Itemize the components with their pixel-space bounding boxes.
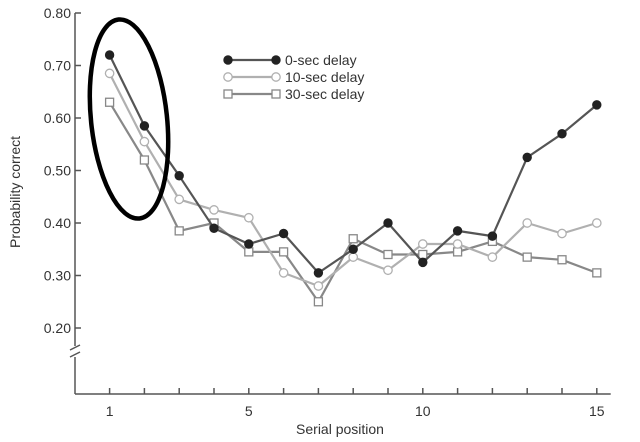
y-tick-label: 0.50 — [44, 163, 71, 179]
data-point — [223, 55, 233, 65]
y-tick-label: 0.30 — [44, 268, 71, 284]
y-axis-title: Probability correct — [7, 136, 23, 248]
data-point — [418, 257, 428, 268]
data-point — [278, 268, 289, 278]
x-tick-label: 10 — [415, 403, 431, 419]
data-point — [452, 247, 463, 257]
series-10-sec-delay — [104, 68, 602, 291]
annotation-ellipse — [87, 17, 171, 221]
data-point — [278, 228, 289, 239]
data-point — [209, 205, 219, 215]
data-point — [383, 218, 393, 228]
x-tick-label: 1 — [106, 403, 114, 419]
data-point — [557, 129, 567, 139]
data-point — [271, 89, 281, 99]
data-point — [278, 247, 289, 257]
data-point — [104, 97, 115, 107]
data-point — [522, 218, 533, 228]
y-tick-label: 0.20 — [44, 320, 71, 336]
data-point — [348, 234, 358, 244]
data-point — [348, 244, 358, 254]
data-point — [383, 265, 393, 276]
data-point — [104, 50, 115, 60]
x-axis-title: Serial position — [296, 421, 384, 437]
legend-label: 10-sec delay — [285, 69, 364, 85]
legend-item: 10-sec delay — [223, 69, 364, 85]
data-point — [271, 55, 281, 65]
plot-series — [104, 50, 602, 307]
data-point — [223, 72, 233, 82]
data-point — [522, 252, 532, 262]
data-point — [174, 194, 185, 205]
y-axis-break-mark — [69, 351, 81, 358]
data-point — [174, 226, 184, 236]
x-axis: 1 5 10 15 — [75, 388, 611, 419]
legend-item: 0-sec delay — [223, 52, 357, 68]
legend-item: 30-sec delay — [223, 86, 364, 102]
y-axis: 0.20 0.30 0.40 0.50 0.60 0.70 0.80 — [44, 5, 81, 394]
data-point — [348, 252, 359, 262]
data-point — [139, 121, 150, 131]
data-point — [592, 100, 602, 110]
data-point — [244, 239, 254, 249]
data-point — [383, 249, 393, 260]
data-point — [557, 228, 567, 239]
data-point — [592, 268, 602, 278]
annotation — [87, 17, 171, 221]
x-tick-label: 5 — [245, 403, 253, 419]
data-point — [522, 152, 532, 163]
data-point — [243, 212, 254, 223]
legend-label: 0-sec delay — [285, 52, 357, 68]
data-point — [487, 252, 498, 262]
data-point — [591, 218, 602, 228]
x-tick-label: 15 — [589, 403, 605, 419]
data-point — [244, 247, 254, 257]
data-point — [418, 249, 428, 260]
series-0-sec-delay — [104, 50, 602, 278]
data-point — [209, 223, 219, 233]
data-point — [452, 239, 463, 249]
data-point — [313, 297, 324, 307]
series-30-sec-delay — [104, 97, 602, 307]
data-point — [139, 136, 150, 147]
data-point — [313, 268, 324, 278]
data-point — [139, 155, 150, 165]
y-tick-label: 0.60 — [44, 110, 71, 126]
data-point — [452, 226, 463, 236]
data-point — [104, 68, 115, 79]
y-axis-break-mark — [69, 344, 81, 351]
y-tick-label: 0.70 — [44, 58, 71, 74]
data-point — [487, 231, 498, 241]
data-point — [313, 281, 324, 291]
data-point — [271, 72, 281, 82]
data-point — [174, 171, 184, 181]
legend-label: 30-sec delay — [285, 86, 364, 102]
data-point — [417, 239, 428, 249]
data-point — [223, 89, 233, 99]
data-point — [557, 255, 567, 265]
y-tick-label: 0.40 — [44, 215, 71, 231]
y-tick-label: 0.80 — [44, 5, 71, 21]
